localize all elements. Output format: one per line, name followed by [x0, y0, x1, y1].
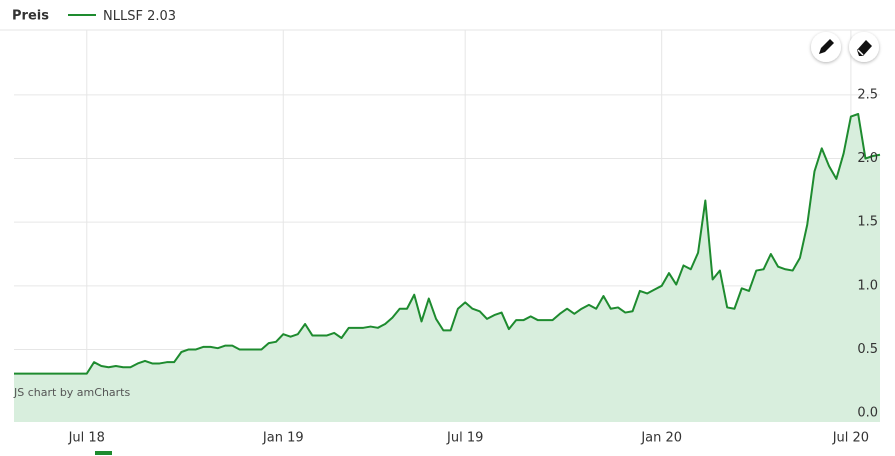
y-tick-label: 1.5	[857, 215, 878, 230]
watermark: JS chart by amCharts	[13, 386, 130, 399]
legend-value: 2.03	[147, 9, 176, 24]
y-tick-label: 2.0	[857, 151, 878, 166]
x-tick-label: Jan 20	[640, 431, 682, 446]
y-tick-label: 1.0	[857, 278, 878, 293]
line	[14, 113, 881, 375]
erase-button[interactable]	[849, 32, 879, 62]
legend-entry: NLLSF 2.03	[103, 9, 176, 24]
area	[14, 114, 880, 422]
x-tick-label: Jul 20	[832, 431, 869, 446]
edit-button[interactable]	[811, 32, 841, 62]
x-tick-label: Jul 18	[68, 431, 105, 446]
legend-name: NLLSF	[103, 9, 143, 24]
y-tick-label: 0.0	[857, 406, 878, 421]
y-tick-label: 2.5	[857, 87, 878, 102]
legend-title: Preis	[12, 9, 49, 24]
x-tick-label: Jul 19	[446, 431, 483, 446]
x-tick-label: Jan 19	[262, 431, 304, 446]
plot-area: 0.0 0.5 1.0 1.5 2.0 2.5 Jul 18 Jan 19 Jul 19 Jan …	[0, 29, 895, 446]
scrollbar-grip[interactable]	[95, 451, 112, 455]
y-tick-label: 0.5	[857, 342, 878, 357]
